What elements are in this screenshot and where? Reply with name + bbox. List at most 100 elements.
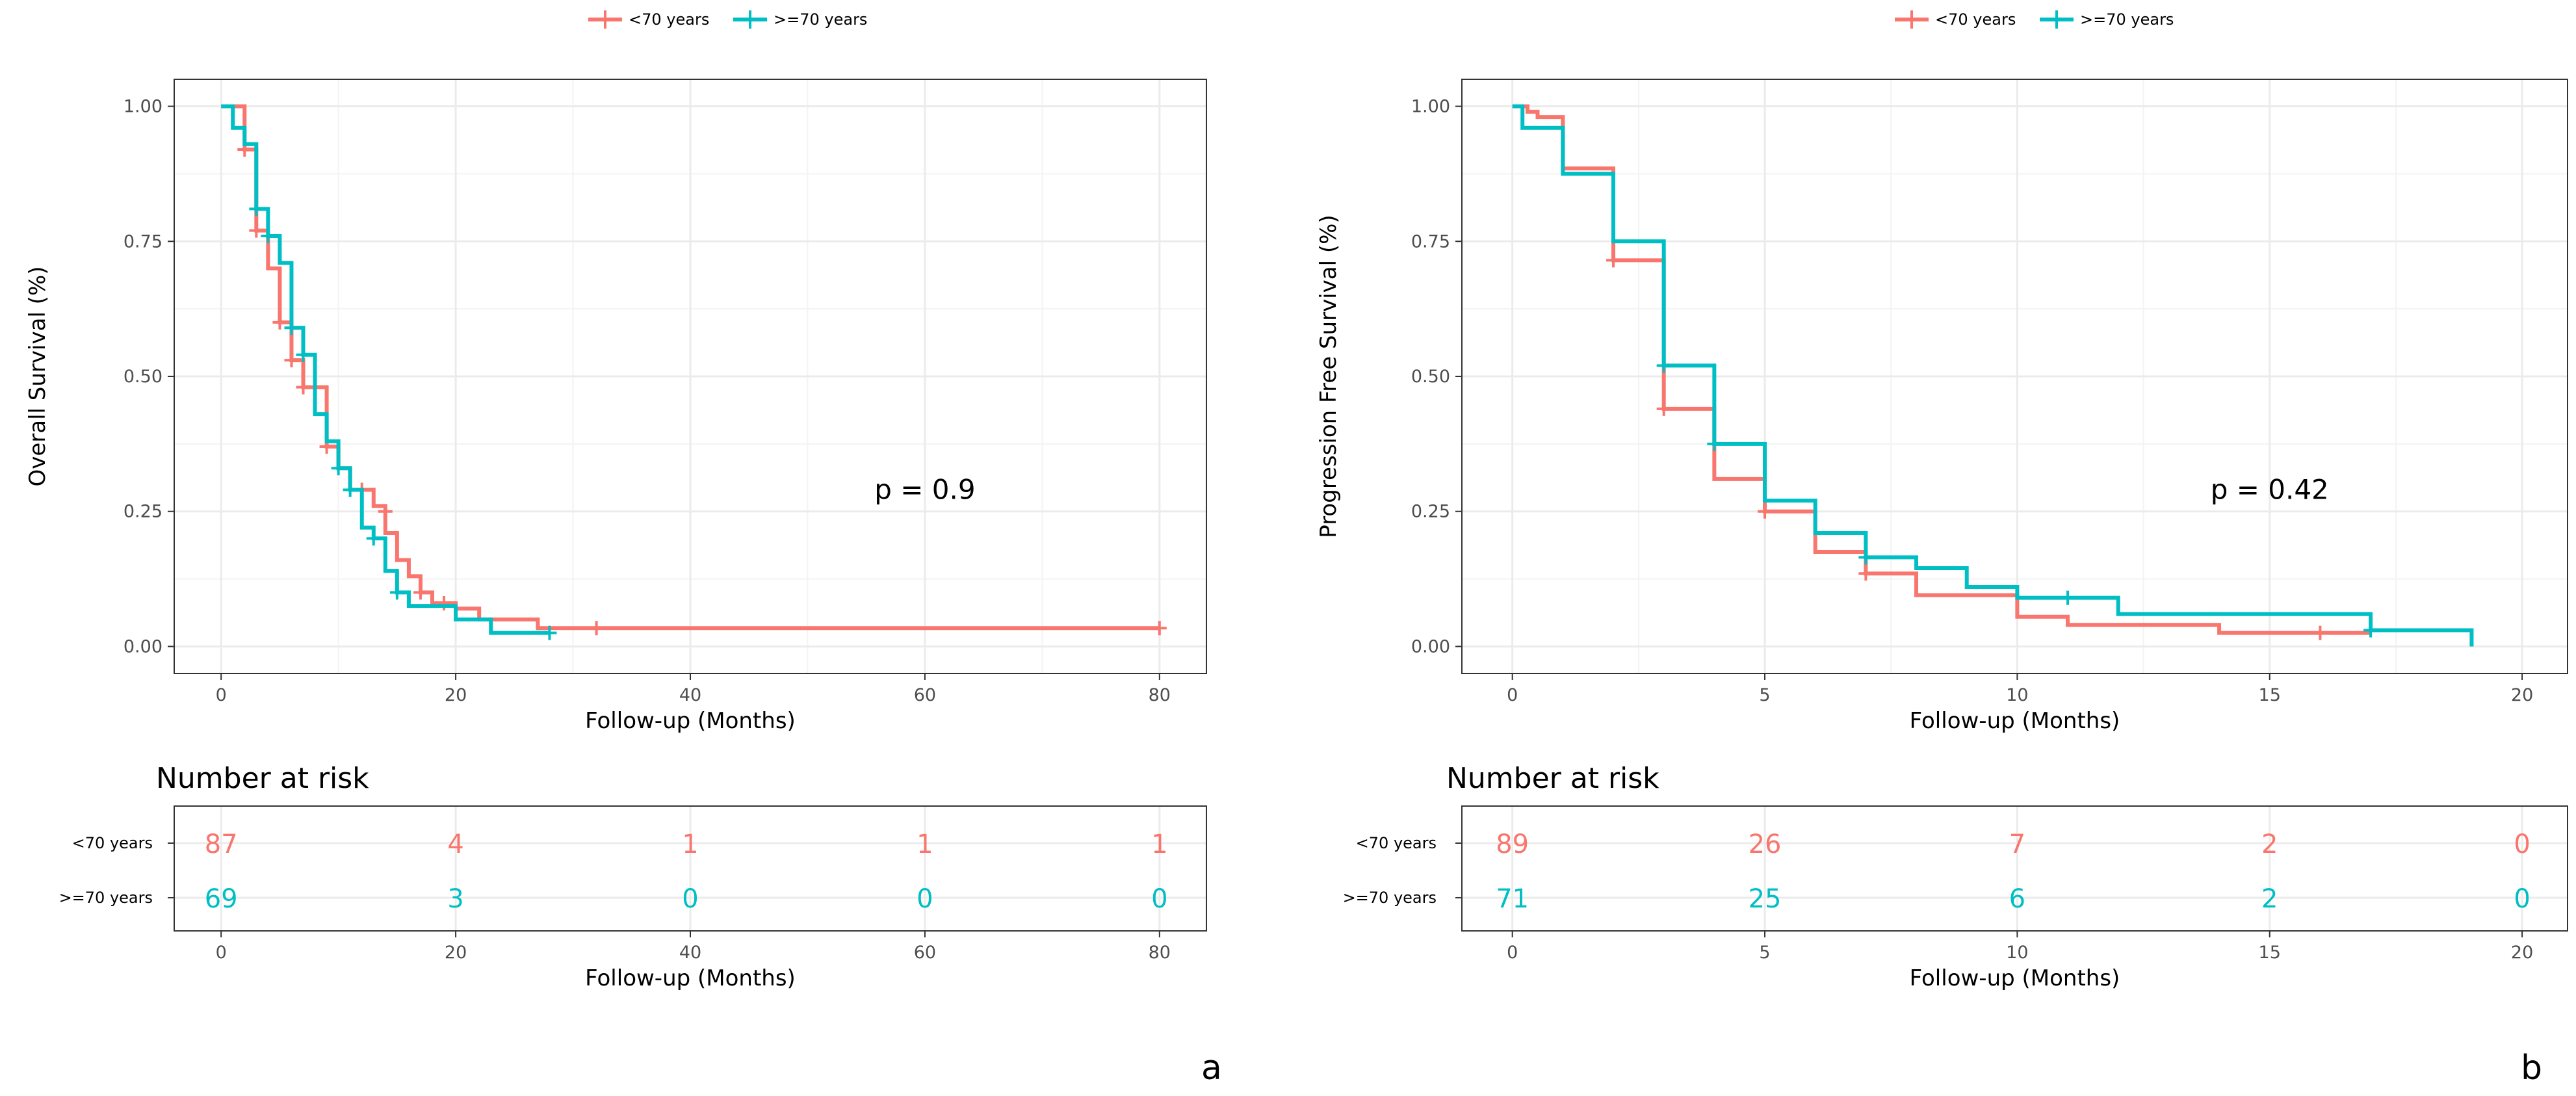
censor-mark: [1606, 253, 1621, 268]
risk-count: 1: [682, 829, 698, 859]
x-tick-label: 20: [445, 685, 467, 705]
risk-count: 69: [205, 884, 238, 914]
risk-x-tick-label: 5: [1759, 943, 1770, 963]
risk-x-axis-title: Follow-up (Months): [1910, 965, 2120, 991]
risk-x-tick-label: 40: [679, 943, 701, 963]
y-tick-label: 0.75: [124, 231, 163, 252]
risk-table-background: [1462, 806, 2568, 931]
risk-table-border: [1461, 805, 2568, 932]
x-tick-label: 15: [2259, 685, 2281, 705]
risk-count: 25: [1749, 884, 1782, 914]
censor-mark: [389, 585, 404, 600]
censor-mark: [2061, 590, 2075, 605]
risk-count: 1: [1151, 829, 1167, 859]
risk-x-axis-title: Follow-up (Months): [585, 965, 796, 991]
censor-mark: [378, 504, 393, 519]
risk-row-label: <70 years: [1356, 834, 1437, 852]
legend-b-label-over70: >=70 years: [2080, 10, 2174, 29]
censor-mark: [261, 228, 276, 243]
censor-mark: [296, 347, 311, 362]
censor-mark: [1656, 401, 1671, 416]
censor-mark: [1152, 621, 1167, 636]
x-tick-label: 60: [914, 685, 936, 705]
survival-plot-overall: 0 20 40 60 80 0.00 0.25 0.50 0.75 1.00 Follow-up (…: [25, 79, 1207, 734]
risk-count: 4: [447, 829, 463, 859]
censor-mark: [437, 595, 452, 610]
y-tick-label: 0.00: [124, 636, 163, 657]
censor-mark: [249, 223, 264, 238]
censor-mark: [284, 320, 299, 335]
y-axis-title: Progression Free Survival (%): [1316, 215, 1342, 538]
censor-mark: [296, 380, 311, 395]
x-axis-title: Follow-up (Months): [585, 708, 796, 734]
censor-mark: [284, 353, 299, 368]
risk-count: 2: [2261, 884, 2278, 914]
risk-count: 6: [2009, 884, 2025, 914]
risk-x-tick-label: 20: [2511, 943, 2533, 963]
risk-x-tick-label: 0: [216, 943, 227, 963]
risk-count: 0: [2514, 884, 2530, 914]
x-tick-label: 10: [2006, 685, 2028, 705]
x-axis-title: Follow-up (Months): [1910, 708, 2120, 734]
risk-count: 1: [917, 829, 933, 859]
y-tick-label: 0.50: [1411, 367, 1450, 387]
y-tick-label: 1.00: [1411, 97, 1450, 117]
p-value-annotation: p = 0.42: [2211, 473, 2329, 505]
risk-count: 3: [447, 884, 463, 914]
risk-x-tick-label: 20: [445, 943, 467, 963]
x-tick-label: 20: [2511, 685, 2533, 705]
censor-mark: [249, 202, 264, 216]
x-tick-label: 5: [1759, 685, 1770, 705]
x-tick-label: 80: [1149, 685, 1171, 705]
censor-mark: [2313, 625, 2328, 640]
risk-x-tick-label: 80: [1149, 943, 1171, 963]
censor-mark: [589, 621, 604, 636]
risk-x-tick-label: 15: [2259, 943, 2281, 963]
x-tick-label: 0: [216, 685, 227, 705]
x-tick-label: 0: [1507, 685, 1518, 705]
risk-count: 7: [2009, 829, 2025, 859]
y-tick-label: 0.25: [124, 502, 163, 522]
censor-mark: [343, 482, 358, 497]
panel-letter-b: b: [2521, 1049, 2542, 1088]
survival-curve-over70: [1512, 104, 2474, 647]
legend-b-label-under70: <70 years: [1935, 10, 2016, 29]
y-tick-label: 0.75: [1411, 231, 1450, 252]
censor-mark: [272, 315, 287, 330]
risk-table-progression-free: Number at risk<70 years 89 26 7 2 0>=70 years…: [1343, 762, 2568, 991]
y-tick-label: 0.50: [124, 367, 163, 387]
censor-mark: [542, 625, 557, 640]
x-tick-label: 40: [679, 685, 701, 705]
censor-mark: [331, 461, 346, 476]
risk-row-label: >=70 years: [59, 889, 153, 907]
risk-row-label: >=70 years: [1343, 889, 1437, 907]
risk-count: 26: [1749, 829, 1782, 859]
risk-x-tick-label: 0: [1507, 943, 1518, 963]
censor-mark: [1656, 358, 1671, 373]
risk-row-label: <70 years: [72, 834, 153, 852]
legend-a-label-over70: >=70 years: [774, 10, 867, 29]
y-tick-label: 0.00: [1411, 636, 1450, 657]
censor-mark: [366, 531, 381, 546]
censor-mark: [1858, 550, 1873, 565]
legend-a-label-under70: <70 years: [629, 10, 709, 29]
risk-count: 0: [1151, 884, 1167, 914]
risk-count: 87: [205, 829, 238, 859]
censor-mark: [1707, 436, 1722, 451]
risk-count: 2: [2261, 829, 2278, 859]
risk-x-tick-label: 60: [914, 943, 936, 963]
censor-mark: [1858, 566, 1873, 581]
legend-panel-a: <70 years >=70 years: [588, 10, 867, 29]
panel-letter-a: a: [1201, 1049, 1222, 1088]
risk-count: 0: [682, 884, 698, 914]
p-value-annotation: p = 0.9: [874, 473, 975, 505]
censor-mark: [413, 585, 428, 600]
legend-panel-b: <70 years >=70 years: [1895, 10, 2174, 29]
risk-table-title: Number at risk: [1446, 762, 1659, 795]
risk-table-title: Number at risk: [156, 762, 369, 795]
risk-count: 71: [1496, 884, 1529, 914]
censor-mark: [1758, 504, 1773, 519]
risk-count: 89: [1496, 829, 1529, 859]
y-tick-label: 0.25: [1411, 502, 1450, 522]
